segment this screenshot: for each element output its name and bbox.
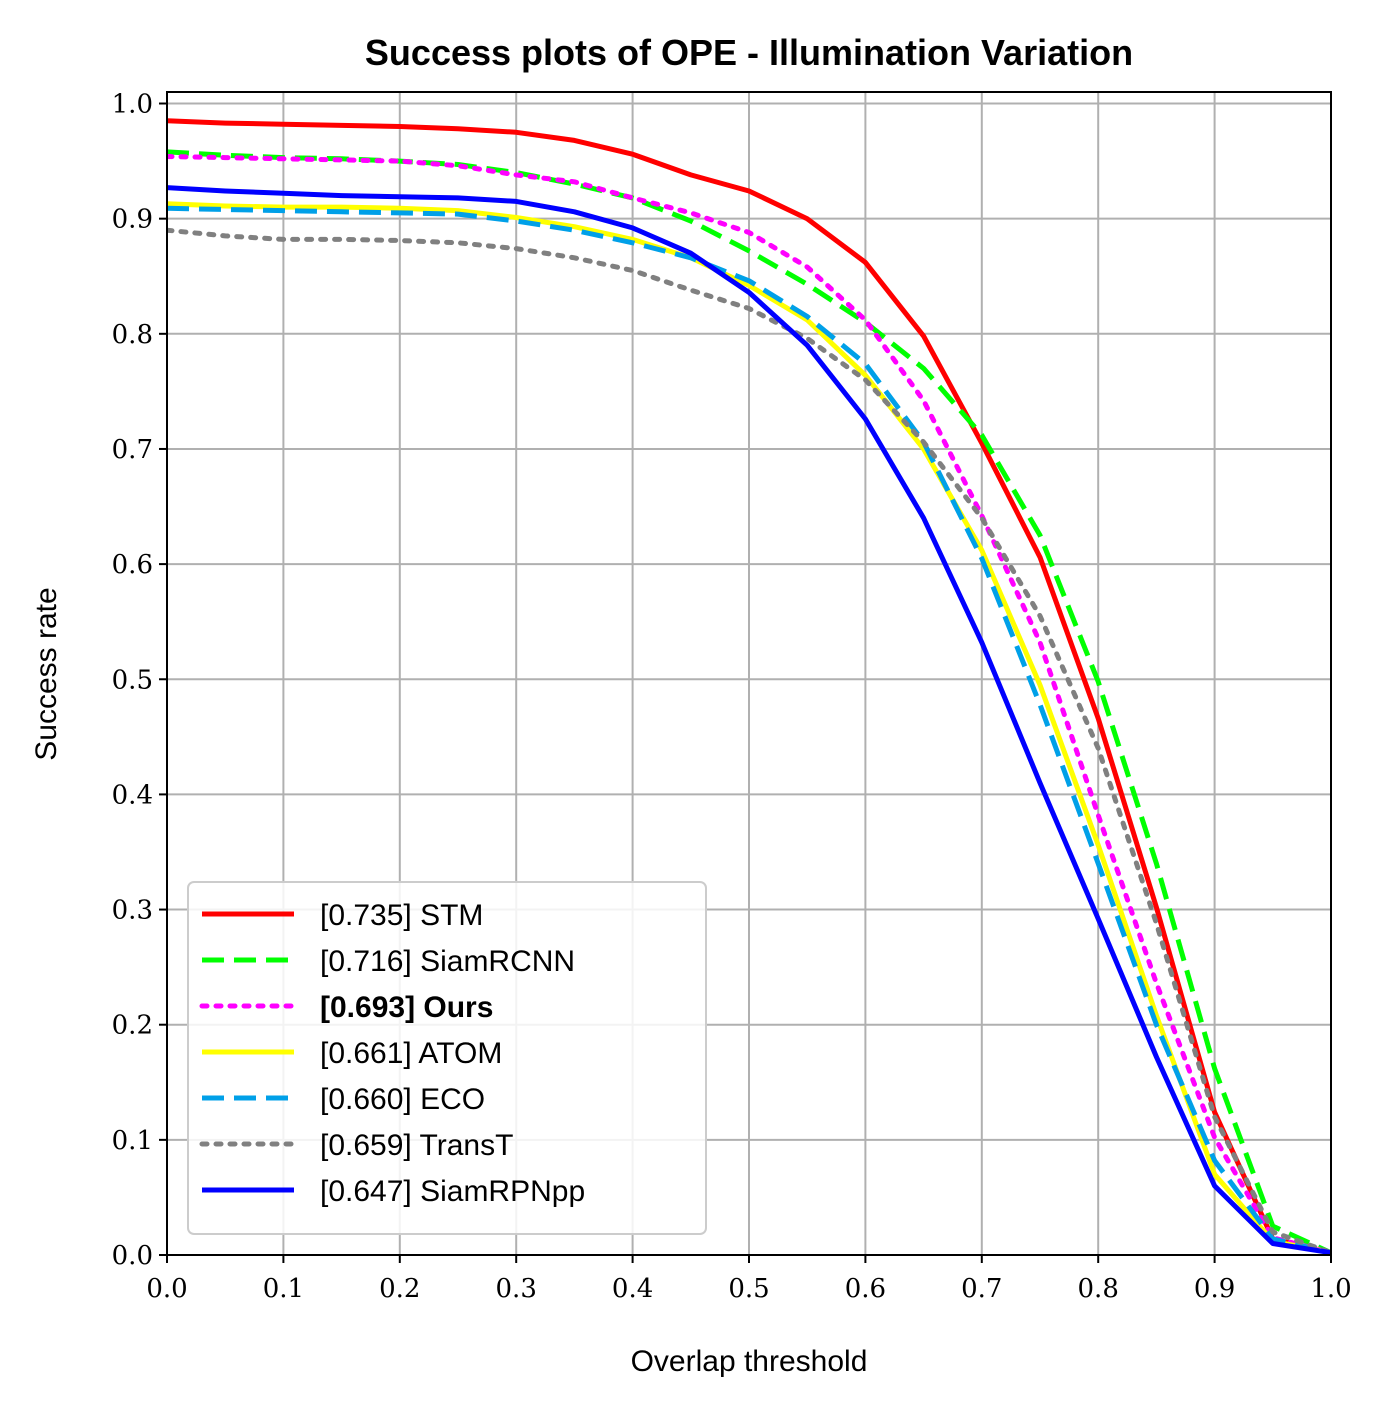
x-tick-label: 0.3 <box>496 1274 537 1304</box>
series-line-5 <box>167 227 1331 1255</box>
y-tick-label: 0.8 <box>112 320 153 350</box>
y-axis-label: Success rate <box>30 587 63 760</box>
series-line-0 <box>167 118 1331 1255</box>
legend-box <box>187 881 707 1235</box>
axis-ticks: 0.0 0.1 0.2 0.3 0.4 0.5 0.6 0.7 0.8 0.9 1.0 0.0 0.1 0… <box>112 90 1352 1304</box>
x-tick-label: 0.6 <box>845 1274 886 1304</box>
y-tick-label: 0.7 <box>112 435 153 465</box>
y-tick-label: 0.0 <box>112 1241 153 1271</box>
legend-label-5: [0.659] TransT <box>320 1129 513 1162</box>
chart-title: Success plots of OPE - Illumination Vari… <box>365 32 1133 73</box>
y-tick-label: 0.9 <box>112 205 153 235</box>
series-layer <box>167 118 1331 1255</box>
y-tick-label: 0.2 <box>112 1011 153 1041</box>
x-tick-label: 0.4 <box>612 1274 653 1304</box>
x-tick-label: 0.5 <box>728 1274 769 1304</box>
x-tick-label: 0.9 <box>1194 1274 1235 1304</box>
legend-label-2: [0.693] Ours <box>320 991 493 1024</box>
y-tick-label: 0.4 <box>112 780 153 810</box>
y-tick-label: 0.6 <box>112 550 153 580</box>
legend-label-1: [0.716] SiamRCNN <box>320 945 575 978</box>
series-line-4 <box>167 205 1331 1255</box>
y-tick-label: 1.0 <box>112 90 153 120</box>
y-tick-label: 0.5 <box>112 665 153 695</box>
legend-label-4: [0.660] ECO <box>320 1083 485 1116</box>
x-tick-label: 0.0 <box>146 1274 187 1304</box>
y-tick-label: 0.1 <box>112 1126 153 1156</box>
x-tick-label: 0.8 <box>1078 1274 1119 1304</box>
series-line-3 <box>167 201 1331 1255</box>
x-tick-label: 1.0 <box>1310 1274 1351 1304</box>
series-line-6 <box>167 185 1331 1255</box>
legend-label-0: [0.735] STM <box>320 899 483 932</box>
legend-label-6: [0.647] SiamRPNpp <box>320 1175 585 1208</box>
x-tick-label: 0.2 <box>379 1274 420 1304</box>
x-tick-label: 0.7 <box>961 1274 1002 1304</box>
series-line-2 <box>167 154 1331 1255</box>
x-tick-label: 0.1 <box>263 1274 304 1304</box>
legend-label-3: [0.661] ATOM <box>320 1037 502 1070</box>
x-axis-label: Overlap threshold <box>631 1345 868 1378</box>
y-tick-label: 0.3 <box>112 896 153 926</box>
legend: [0.735] STM [0.716] SiamRCNN [0.693] Ours [… <box>187 881 707 1235</box>
